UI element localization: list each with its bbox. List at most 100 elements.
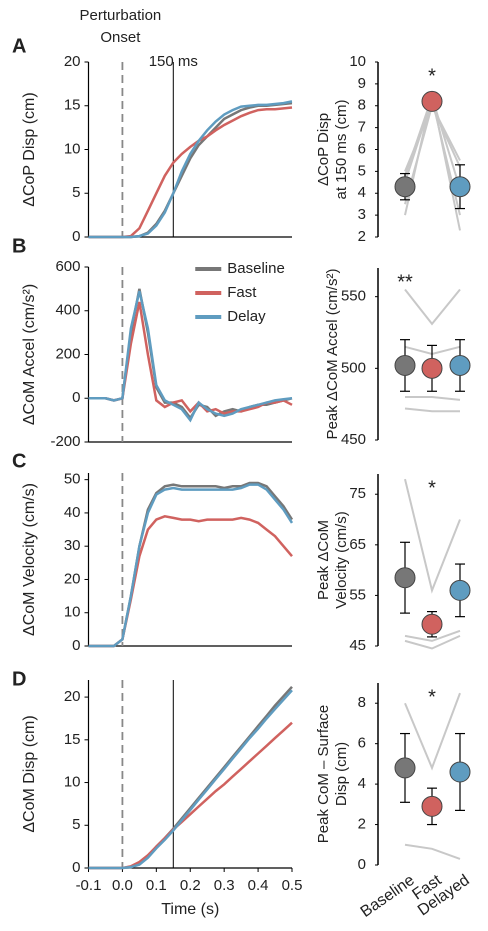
y-tick-label: 3 [358, 206, 366, 223]
marker-label: 150 ms [149, 53, 198, 70]
category-label: Baseline [358, 872, 418, 921]
y-tick-label: 65 [349, 536, 366, 553]
y-axis-label: ΔCoM Disp (cm) [21, 715, 38, 832]
y-axis-label: Peak CoM – Surface [315, 705, 332, 843]
y-tick-label: 2 [358, 816, 366, 833]
x-tick-label: 0.4 [248, 877, 269, 894]
subject-line [405, 396, 461, 401]
y-tick-label: 0 [72, 859, 80, 876]
y-axis-label: Velocity (cm/s) [333, 511, 350, 609]
subject-line [404, 407, 460, 413]
x-tick-label: 0.3 [214, 877, 235, 894]
y-axis-label: ΔCoP Disp [315, 113, 332, 186]
y-axis-label: ΔCoM Accel (cm/s²) [21, 284, 38, 425]
subject-line [404, 692, 461, 771]
y-axis-label: at 150 ms (cm) [333, 99, 350, 199]
panel-letter: C [12, 450, 26, 472]
mean-dot [449, 579, 471, 601]
x-tick-label: 0.2 [180, 877, 201, 894]
onset-label: Onset [100, 29, 141, 46]
series-line [88, 721, 293, 870]
y-tick-label: 4 [358, 184, 366, 201]
mean-dot [394, 176, 416, 198]
y-axis-label: Peak ΔCoM [315, 520, 332, 600]
y-tick-label: 5 [358, 162, 366, 179]
x-axis-label: Time (s) [161, 901, 219, 918]
y-tick-label: 10 [64, 774, 81, 791]
mean-dot [421, 90, 443, 112]
y-axis-label: ΔCoP Disp (cm) [21, 92, 38, 206]
subject-line [404, 629, 461, 642]
series-line [88, 100, 293, 239]
significance: * [428, 686, 436, 708]
y-tick-label: 5 [72, 184, 80, 201]
y-tick-label: 55 [349, 586, 366, 603]
y-tick-label: 40 [64, 504, 81, 521]
y-tick-label: 0 [72, 228, 80, 245]
y-tick-label: 10 [64, 604, 81, 621]
y-tick-label: 6 [358, 735, 366, 752]
subject-line [404, 288, 461, 326]
series-line [88, 101, 293, 239]
mean-dot [421, 613, 443, 635]
x-tick-label: -0.1 [76, 877, 102, 894]
y-tick-label: 400 [55, 302, 80, 319]
y-axis-label: Peak ΔCoM Accel (cm/s²) [324, 269, 341, 440]
onset-label: Perturbation [80, 7, 162, 24]
y-tick-label: 6 [358, 140, 366, 157]
y-tick-label: 550 [341, 288, 366, 305]
y-axis-label: ΔCoM Velocity (cm/s) [21, 483, 38, 636]
series-line [88, 106, 293, 239]
y-tick-label: 9 [358, 75, 366, 92]
series-line [88, 290, 293, 423]
series-line [88, 483, 294, 648]
legend-label: Baseline [227, 260, 285, 277]
y-tick-label: 20 [64, 688, 81, 705]
mean-dot [394, 354, 416, 376]
subject-line [404, 634, 461, 650]
y-tick-label: 50 [64, 471, 81, 488]
y-tick-label: 4 [358, 775, 366, 792]
mean-dot [394, 757, 416, 779]
significance: ** [397, 271, 413, 293]
significance: * [428, 65, 436, 87]
y-tick-label: 7 [358, 119, 366, 136]
y-tick-label: 0 [72, 389, 80, 406]
x-tick-label: 0.1 [146, 877, 167, 894]
series-line [88, 481, 294, 648]
series-line [88, 689, 293, 870]
y-tick-label: 8 [358, 97, 366, 114]
mean-dot [394, 567, 416, 589]
y-tick-label: 20 [64, 53, 81, 70]
legend-label: Fast [227, 284, 257, 301]
y-tick-label: 45 [349, 637, 366, 654]
legend-label: Delay [227, 308, 266, 325]
y-tick-label: 8 [358, 694, 366, 711]
y-tick-label: 15 [64, 731, 81, 748]
panel-letter: A [12, 35, 26, 57]
subject-line [404, 843, 461, 860]
y-tick-label: 0 [358, 856, 366, 873]
subject-line [404, 478, 461, 594]
y-tick-label: 5 [72, 816, 80, 833]
significance: * [428, 477, 436, 499]
mean-dot [449, 761, 471, 783]
panel-letter: B [12, 235, 26, 257]
subject-line [404, 95, 461, 216]
mean-dot [449, 176, 471, 198]
y-axis-label: Disp (cm) [333, 742, 350, 806]
y-tick-label: -200 [50, 433, 80, 450]
y-tick-label: 75 [349, 485, 366, 502]
y-tick-label: 0 [72, 637, 80, 654]
panel-letter: D [12, 668, 26, 690]
mean-dot [421, 795, 443, 817]
series-line [88, 685, 293, 870]
x-tick-label: 0.0 [112, 877, 133, 894]
y-tick-label: 500 [341, 359, 366, 376]
y-tick-label: 200 [55, 345, 80, 362]
y-tick-label: 10 [64, 140, 81, 157]
mean-dot [449, 354, 471, 376]
x-tick-label: 0.5 [282, 877, 303, 894]
mean-dot [421, 357, 443, 379]
